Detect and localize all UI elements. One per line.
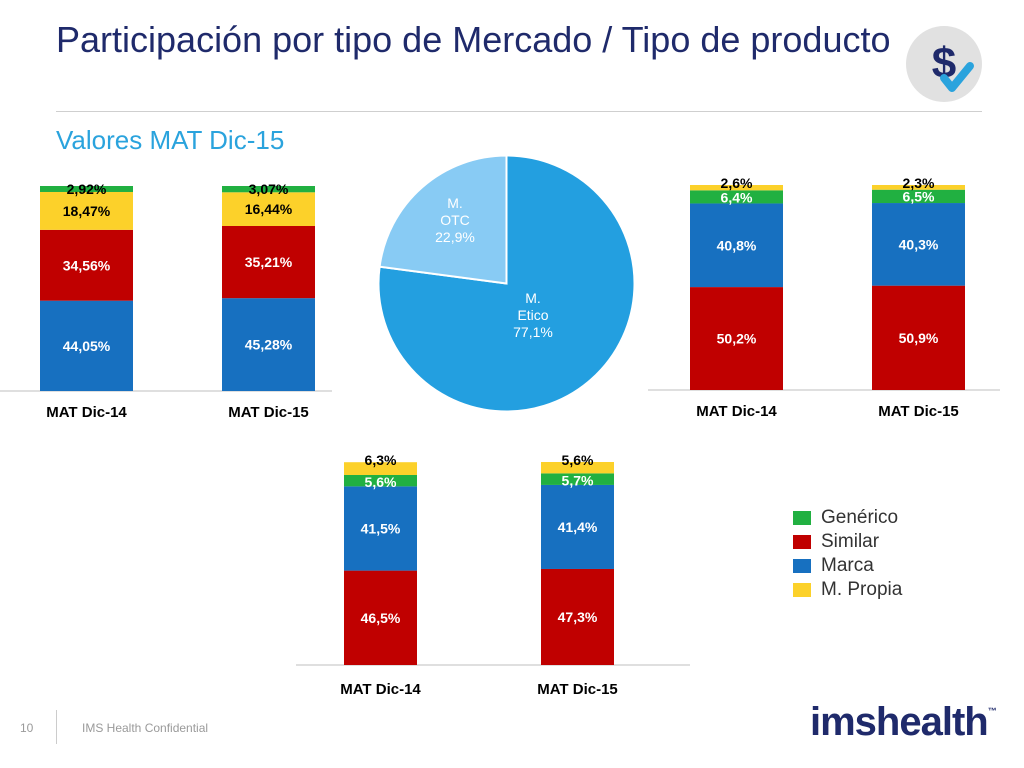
legend-item: M. Propia bbox=[793, 578, 902, 602]
bar-segment bbox=[222, 192, 315, 226]
bar-segment bbox=[344, 486, 417, 571]
pie-slice-label: M. bbox=[525, 290, 541, 306]
footer-confidential: IMS Health Confidential bbox=[82, 721, 209, 735]
data-label: 2,6% bbox=[721, 175, 753, 191]
bar-segment bbox=[344, 462, 417, 475]
bar-segment bbox=[222, 298, 315, 391]
bar-segment bbox=[40, 300, 133, 391]
bar-segment bbox=[690, 287, 783, 390]
category-label: MAT Dic-15 bbox=[878, 403, 959, 420]
bar-segment bbox=[344, 570, 417, 665]
category-label: MAT Dic-15 bbox=[537, 681, 618, 698]
brand-trademark: ™ bbox=[987, 706, 997, 716]
data-label: 40,8% bbox=[717, 237, 757, 253]
data-label: 5,6% bbox=[562, 452, 594, 468]
data-label: 40,3% bbox=[899, 236, 939, 252]
pie-slice-label: Etico bbox=[517, 307, 548, 323]
pie-slice bbox=[377, 154, 636, 413]
slide-title: Participación por tipo de Mercado / Tipo… bbox=[56, 19, 891, 60]
bar-segment bbox=[872, 285, 965, 390]
bar-segment bbox=[541, 568, 614, 665]
data-label: 41,4% bbox=[558, 519, 598, 535]
category-label: MAT Dic-14 bbox=[340, 681, 421, 698]
category-label: MAT Dic-14 bbox=[46, 404, 127, 421]
pie-value-label: 77,1% bbox=[513, 324, 553, 340]
brand-wordmark: imshealth bbox=[810, 700, 989, 744]
data-label: 3,07% bbox=[249, 181, 289, 197]
bar-segment bbox=[872, 185, 965, 190]
category-label: MAT Dic-15 bbox=[228, 404, 309, 421]
data-label: 18,47% bbox=[63, 203, 111, 219]
data-label: 6,5% bbox=[903, 189, 935, 205]
slide-subtitle: Valores MAT Dic-15 bbox=[56, 125, 285, 155]
bar-segment bbox=[690, 203, 783, 288]
bar-segment bbox=[344, 474, 417, 487]
pie-slice bbox=[378, 154, 508, 285]
legend-item: Marca bbox=[793, 554, 902, 578]
bar-segment bbox=[541, 462, 614, 474]
bar-segment bbox=[222, 186, 315, 193]
legend-item: Similar bbox=[793, 530, 902, 554]
data-label: 5,6% bbox=[365, 474, 397, 490]
bar-segment bbox=[541, 473, 614, 485]
data-label: 44,05% bbox=[63, 338, 111, 354]
pie-slice-label: M. bbox=[447, 195, 463, 211]
bar-segment bbox=[40, 186, 133, 192]
legend-swatch bbox=[793, 535, 811, 549]
data-label: 16,44% bbox=[245, 201, 293, 217]
bar-segment bbox=[690, 185, 783, 191]
pie-slice-label: OTC bbox=[440, 212, 470, 228]
brand-logo: imshealth™ bbox=[810, 700, 997, 745]
bar-segment bbox=[222, 225, 315, 299]
legend-swatch bbox=[793, 583, 811, 597]
page-number: 10 bbox=[20, 721, 34, 735]
data-label: 41,5% bbox=[361, 520, 401, 536]
data-label: 50,9% bbox=[899, 330, 939, 346]
legend-label: Marca bbox=[821, 555, 874, 576]
legend-swatch bbox=[793, 511, 811, 525]
pie-value-label: 22,9% bbox=[435, 229, 475, 245]
bar-segment bbox=[40, 191, 133, 230]
dollar-check-icon: $ bbox=[906, 26, 982, 102]
legend-swatch bbox=[793, 559, 811, 573]
chart-legend: Genérico Similar Marca M. Propia bbox=[793, 506, 902, 602]
data-label: 5,7% bbox=[562, 472, 594, 488]
data-label: 6,4% bbox=[721, 189, 753, 205]
data-label: 2,3% bbox=[903, 175, 935, 191]
title-divider bbox=[56, 111, 982, 112]
legend-label: Similar bbox=[821, 531, 880, 552]
data-label: 35,21% bbox=[245, 254, 293, 270]
data-label: 45,28% bbox=[245, 337, 293, 353]
data-label: 47,3% bbox=[558, 609, 598, 625]
bar-segment bbox=[40, 229, 133, 301]
bar-segment bbox=[872, 189, 965, 204]
data-label: 6,3% bbox=[365, 452, 397, 468]
legend-item: Genérico bbox=[793, 506, 902, 530]
legend-label: M. Propia bbox=[821, 579, 903, 600]
bar-segment bbox=[872, 203, 965, 286]
legend-label: Genérico bbox=[821, 507, 899, 528]
bar-segment bbox=[541, 484, 614, 569]
data-label: 50,2% bbox=[717, 331, 757, 347]
category-label: MAT Dic-14 bbox=[696, 403, 777, 420]
footer-divider bbox=[56, 710, 57, 744]
data-label: 34,56% bbox=[63, 257, 111, 273]
bar-segment bbox=[690, 190, 783, 204]
check-mark-icon bbox=[940, 62, 974, 92]
data-label: 46,5% bbox=[361, 610, 401, 626]
data-label: 2,92% bbox=[67, 181, 107, 197]
